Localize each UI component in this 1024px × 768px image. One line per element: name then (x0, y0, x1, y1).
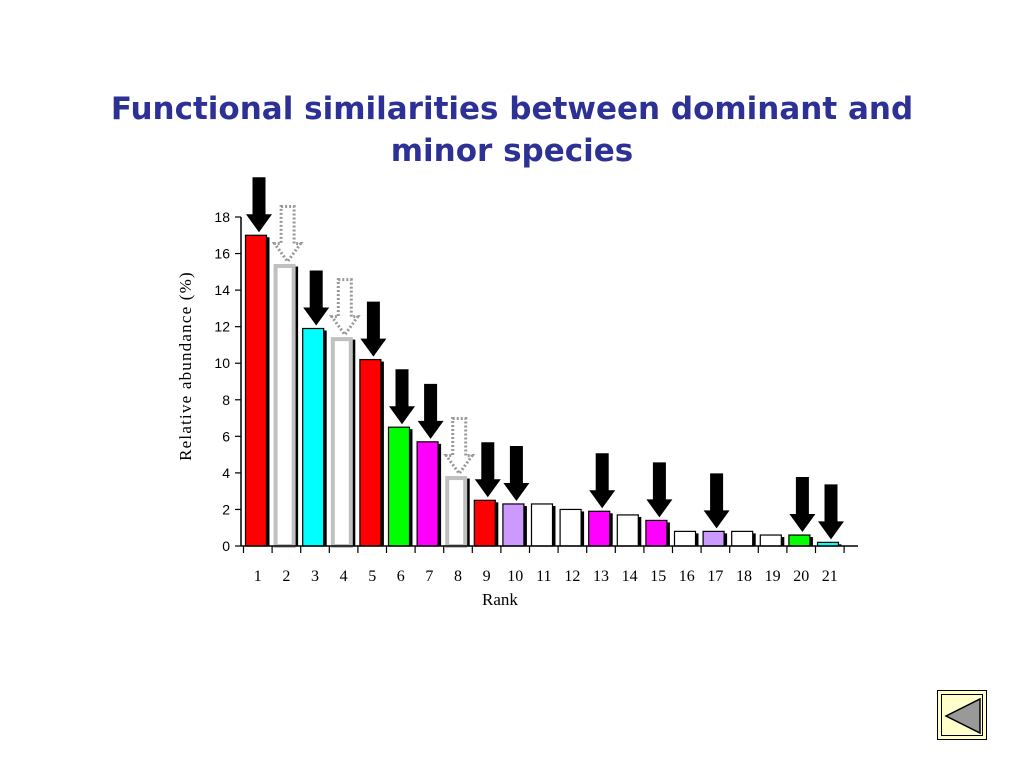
x-tick-label: 1 (254, 568, 262, 585)
solid-arrow-marker (503, 445, 530, 501)
bar (273, 264, 296, 548)
x-tick-label: 14 (622, 568, 638, 585)
bar (702, 530, 725, 547)
x-tick-label: 16 (679, 568, 695, 585)
solid-arrow-marker (360, 301, 387, 357)
x-tick-label: 11 (536, 568, 551, 585)
solid-arrow-marker (789, 477, 816, 533)
solid-arrow-marker (474, 442, 501, 498)
x-tick-label: 5 (368, 568, 376, 585)
back-button[interactable] (937, 690, 987, 740)
dotted-arrow-marker (328, 278, 361, 338)
bar (559, 508, 582, 547)
solid-arrow-marker (646, 462, 673, 518)
x-tick-label: 6 (397, 568, 405, 585)
bar (244, 234, 268, 547)
bar (645, 519, 668, 547)
bar (502, 503, 525, 547)
y-tick-label: 2 (222, 501, 230, 517)
bar (788, 534, 811, 547)
y-tick-label: 16 (214, 246, 230, 262)
bar (530, 503, 554, 547)
y-tick-label: 8 (222, 392, 230, 408)
dotted-arrow-marker (443, 417, 476, 477)
solid-arrow-marker (818, 484, 844, 540)
solid-arrow-marker (703, 473, 730, 529)
arrows-layer (246, 177, 844, 540)
y-axis-title: Relative abundance (%) (176, 271, 195, 461)
x-tick-label: 12 (564, 568, 580, 585)
bar (359, 358, 382, 547)
solid-arrow-marker (589, 453, 616, 509)
slide-title: Functional similarities between dominant… (110, 91, 914, 169)
y-tick-label: 18 (214, 209, 230, 225)
x-tick-label: 17 (707, 568, 723, 585)
back-triangle-icon (944, 697, 981, 735)
x-tick-label: 15 (650, 568, 666, 585)
x-tick-label: 9 (483, 568, 491, 585)
bar (330, 337, 353, 548)
y-tick-label: 0 (222, 538, 230, 554)
solid-arrow-marker (246, 177, 272, 233)
x-tick-label: 19 (765, 568, 781, 585)
x-tick-label: 18 (736, 568, 752, 585)
bar (302, 327, 325, 547)
x-tick-label: 21 (822, 568, 838, 585)
bar (731, 530, 754, 547)
bar (673, 530, 697, 547)
x-tick-label: 8 (454, 568, 462, 585)
x-tick-label: 10 (507, 568, 523, 585)
solid-arrow-marker (303, 270, 330, 326)
x-tick-label: 13 (593, 568, 609, 585)
bar (416, 441, 439, 547)
y-tick-label: 12 (214, 319, 230, 335)
y-tick-label: 6 (222, 428, 230, 444)
y-tick-label: 4 (222, 465, 230, 481)
x-axis-title: Rank (482, 590, 518, 609)
bar (588, 510, 611, 547)
solid-arrow-marker (389, 369, 415, 425)
axes-layer (235, 216, 858, 553)
x-tick-label: 3 (311, 568, 319, 585)
x-tick-label: 7 (425, 568, 433, 585)
y-tick-label: 10 (214, 355, 230, 371)
x-tick-label: 20 (793, 568, 809, 585)
solid-arrow-marker (417, 383, 444, 439)
bar (473, 499, 496, 547)
x-tick-label: 4 (340, 568, 348, 585)
bar (759, 534, 782, 547)
y-tick-label: 14 (214, 282, 230, 298)
bar (387, 426, 411, 547)
bars-layer (244, 234, 842, 548)
dotted-arrow-marker (271, 205, 304, 265)
x-tick-label: 2 (282, 568, 290, 585)
bar (616, 514, 639, 547)
bar (445, 476, 468, 548)
